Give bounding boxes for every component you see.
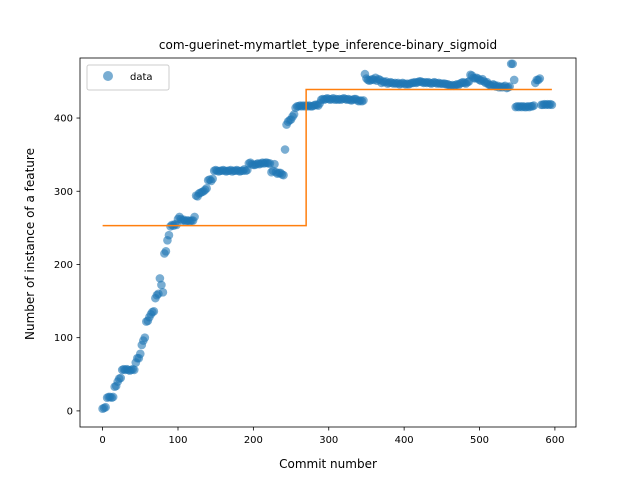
data-point	[161, 246, 171, 256]
fit-step-line	[102, 88, 552, 227]
data-point	[280, 145, 290, 154]
y-axis-ticks: 0 100 200 300 400	[54, 114, 80, 417]
x-tick-label: 300	[319, 435, 338, 446]
data-point	[164, 230, 174, 240]
chart-title: com-guerinet-mymartlet_type_inference-bi…	[159, 38, 497, 52]
x-tick-label: 100	[168, 435, 187, 446]
data-point	[359, 96, 368, 105]
data-point	[101, 402, 110, 412]
legend: data	[86, 64, 170, 91]
legend-marker	[103, 71, 113, 81]
x-tick-label: 600	[545, 435, 564, 446]
data-point	[547, 100, 557, 110]
data-point	[529, 101, 539, 110]
legend-label-data: data	[130, 72, 153, 83]
axes-frame	[79, 57, 577, 428]
data-point	[279, 170, 288, 180]
data-point	[158, 287, 168, 297]
data-point	[202, 184, 211, 193]
data-point	[149, 307, 159, 316]
data-point	[155, 274, 165, 283]
x-tick-label: 0	[99, 435, 105, 446]
data-point	[108, 392, 118, 402]
data-point	[270, 159, 279, 169]
plot-area	[98, 59, 557, 414]
data-point	[157, 280, 166, 290]
data-point	[535, 74, 545, 83]
x-tick-label: 500	[470, 435, 489, 446]
x-tick-label: 200	[244, 435, 263, 446]
legend-box	[86, 64, 170, 91]
data-point	[509, 75, 519, 85]
y-tick-label: 200	[54, 260, 73, 271]
y-axis-label: Number of instance of a feature	[23, 148, 37, 340]
x-axis-ticks: 0 100 200 300 400 500 600	[99, 427, 564, 446]
data-point	[289, 110, 299, 119]
data-point	[208, 174, 217, 184]
data-point	[136, 349, 145, 359]
data-point	[140, 333, 150, 342]
data-point	[190, 212, 199, 222]
data-point	[243, 165, 252, 175]
data-point	[508, 59, 517, 69]
y-tick-label: 400	[54, 114, 73, 125]
data-point	[116, 373, 126, 383]
y-tick-label: 300	[54, 187, 73, 198]
data-point	[129, 365, 139, 375]
x-tick-label: 400	[395, 435, 414, 446]
y-tick-label: 100	[54, 333, 73, 344]
data-point	[505, 82, 514, 91]
x-axis-label: Commit number	[279, 457, 377, 471]
y-tick-label: 0	[67, 406, 73, 417]
